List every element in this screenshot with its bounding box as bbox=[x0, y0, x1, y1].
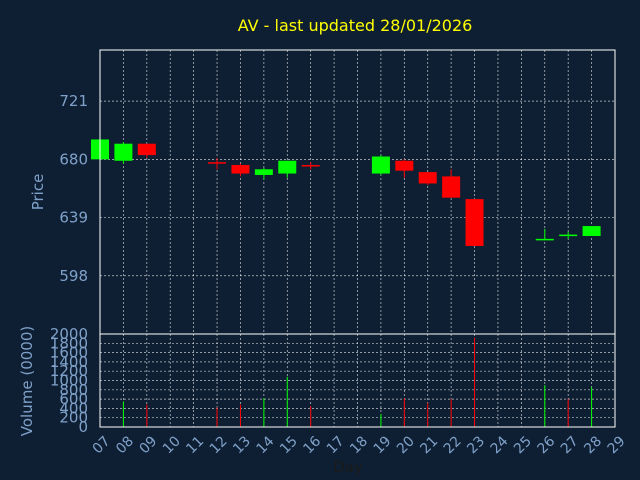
candles bbox=[91, 136, 601, 246]
price-tick-label: 639 bbox=[59, 209, 88, 227]
volume-tick-label: 1600 bbox=[50, 344, 88, 362]
volume-tick-label: 2000 bbox=[50, 325, 88, 343]
volume-tick-label: 200 bbox=[59, 409, 88, 427]
candle-body bbox=[371, 156, 390, 174]
candle-body bbox=[418, 172, 437, 184]
volume-tick-label: 1000 bbox=[50, 372, 88, 390]
volume-bars bbox=[122, 337, 593, 427]
price-tick-label: 598 bbox=[59, 267, 88, 285]
price-tick-labels: 598 639 680 721 bbox=[59, 92, 88, 285]
volume-tick-label: 600 bbox=[59, 390, 88, 408]
x-tick-labels: 07 08 09 10 11 12 13 14 15 16 17 18 19 20 21 22 23 24 25 26… bbox=[90, 433, 629, 457]
chart-title: AV - last updated 28/01/2026 bbox=[238, 16, 473, 35]
candle-body bbox=[301, 165, 320, 167]
volume-tick-label: 1200 bbox=[50, 362, 88, 380]
candle-body bbox=[137, 143, 156, 156]
volume-tick-label: 800 bbox=[59, 381, 88, 399]
candle-body bbox=[278, 160, 297, 174]
volume-axis-label: Volume (0000) bbox=[18, 326, 36, 436]
price-tick-label: 680 bbox=[59, 150, 88, 168]
candle-body bbox=[442, 176, 461, 198]
volume-tick-label: 1800 bbox=[50, 334, 88, 352]
candle-body bbox=[208, 162, 227, 164]
volume-tick-label: 0 bbox=[78, 418, 88, 436]
x-axis-label: Day bbox=[333, 458, 363, 476]
candle-body bbox=[254, 169, 273, 175]
candle-body bbox=[231, 165, 250, 174]
volume-panel-frame bbox=[99, 333, 616, 428]
volume-tick-label: 400 bbox=[59, 399, 88, 417]
candle-body bbox=[395, 160, 414, 171]
candle-body bbox=[465, 199, 484, 246]
candle-body bbox=[582, 226, 601, 237]
volume-tick-label: 1400 bbox=[50, 353, 88, 371]
candle-body bbox=[535, 238, 554, 241]
candle-body bbox=[559, 234, 578, 237]
price-tick-label: 721 bbox=[59, 92, 88, 110]
candle-body bbox=[114, 143, 133, 161]
price-axis-label: Price bbox=[29, 174, 47, 211]
